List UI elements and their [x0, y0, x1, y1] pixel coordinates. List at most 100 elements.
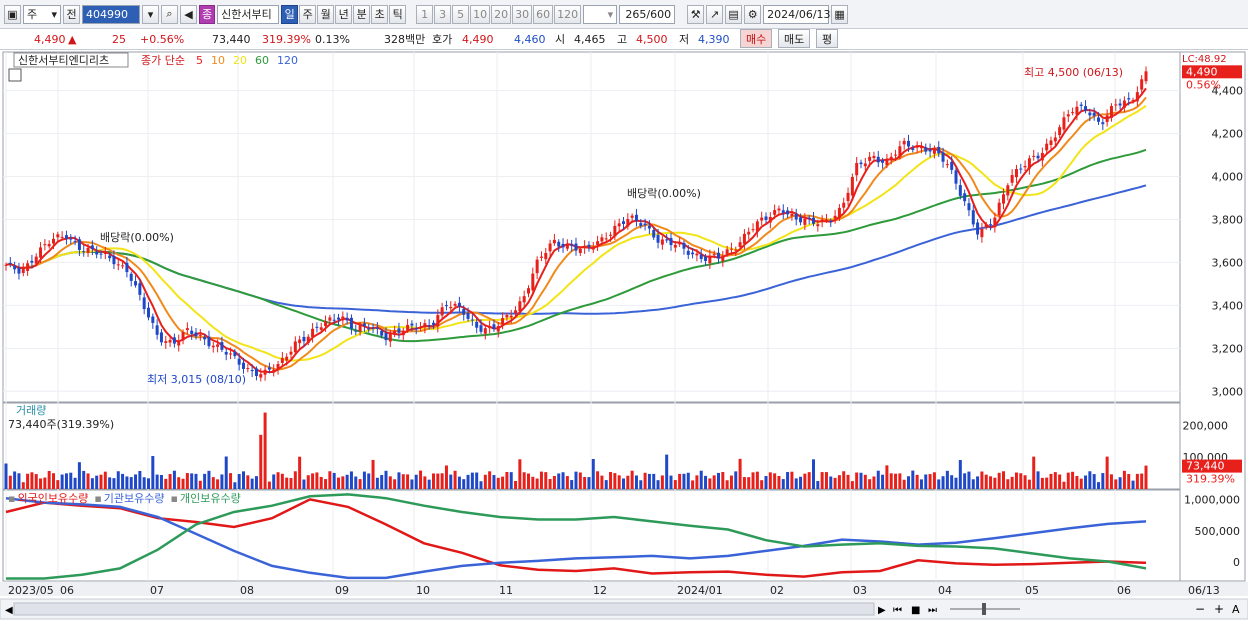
candle-body: [289, 351, 293, 355]
candle-body: [315, 326, 319, 328]
candle-body: [609, 234, 613, 236]
high-annotation: 최고 4,500 (06/13): [1024, 66, 1123, 79]
period-tab-초[interactable]: 초: [371, 4, 389, 24]
price-tick: 4,000: [1212, 171, 1244, 184]
auto-scale-icon[interactable]: A: [1232, 603, 1240, 616]
scrollbar-thumb[interactable]: [13, 602, 875, 616]
candle-body: [764, 216, 768, 220]
forward-icon[interactable]: ⏭: [928, 605, 937, 616]
avg-button[interactable]: 평: [816, 29, 839, 48]
volume-bar: [552, 475, 556, 489]
candle-body: [410, 323, 414, 326]
price-tick: 3,800: [1212, 213, 1244, 226]
code-input[interactable]: 404990: [82, 4, 140, 24]
volume-bar: [1140, 473, 1144, 489]
candle-body: [518, 301, 522, 312]
period-tab-틱[interactable]: 틱: [389, 4, 407, 24]
volume-bar: [652, 473, 656, 489]
interval-tab-30[interactable]: 30: [512, 4, 533, 24]
low-price: 4,390: [698, 32, 730, 46]
interval-tab-20[interactable]: 20: [491, 4, 512, 24]
stop-icon[interactable]: ■: [911, 605, 920, 616]
interval-tab-10[interactable]: 10: [470, 4, 491, 24]
scroll-right-icon[interactable]: ▶: [878, 605, 886, 616]
rewind-icon[interactable]: ⏮: [893, 605, 902, 616]
candle-body: [319, 327, 323, 330]
candle-body: [1053, 137, 1057, 142]
volume-title: 거래량: [16, 404, 46, 417]
volume-bar: [678, 473, 682, 489]
candle-body: [8, 262, 12, 264]
volume-bar: [492, 475, 496, 489]
save-icon[interactable]: ▤: [725, 4, 743, 24]
gear-icon[interactable]: ⚙: [744, 4, 762, 24]
volume-bar: [246, 475, 250, 489]
volume-bar: [807, 472, 811, 489]
period-tab-일[interactable]: 일: [281, 4, 299, 24]
candle-body: [773, 210, 777, 215]
candle-body: [1114, 104, 1118, 106]
volume-bar: [298, 456, 302, 489]
period-unit-label: 주: [27, 8, 38, 21]
legend-ma-20: 20: [233, 54, 247, 67]
candle-body: [932, 147, 936, 154]
search-icon[interactable]: ⌕: [161, 4, 178, 24]
foreign-holding-line: [5, 498, 1147, 578]
window-icon[interactable]: ▣: [4, 4, 21, 24]
volume-bar: [259, 434, 263, 489]
chart-type-icon[interactable]: ↗: [706, 4, 724, 24]
sell-button[interactable]: 매도: [778, 29, 811, 48]
candle-body: [64, 235, 68, 239]
volume-bar: [164, 478, 168, 489]
candle-body: [496, 325, 500, 332]
candle-body: [99, 253, 103, 255]
zoom-out-icon[interactable]: −: [1195, 602, 1205, 616]
prev-button[interactable]: 전: [63, 4, 80, 24]
volume-bar: [786, 472, 790, 489]
x-tick: 10: [416, 584, 430, 597]
candle-body: [220, 342, 224, 350]
speaker-icon[interactable]: ◀: [180, 4, 197, 24]
period-tab-월[interactable]: 월: [317, 4, 335, 24]
zoom-slider-handle[interactable]: [982, 603, 986, 615]
indicator-icon[interactable]: [8, 68, 22, 82]
interval-tab-1[interactable]: 1: [416, 4, 434, 24]
zoom-in-icon[interactable]: +: [1214, 602, 1224, 616]
candle-body: [1045, 143, 1049, 151]
change: 25: [112, 32, 126, 46]
candle-body: [587, 244, 591, 247]
candle-body: [924, 147, 928, 152]
volume-bar: [1118, 477, 1122, 489]
candle-body: [915, 146, 919, 148]
period-tab-년[interactable]: 년: [335, 4, 353, 24]
volume-bar: [695, 475, 699, 489]
count-input[interactable]: 265/600: [619, 4, 676, 24]
price-tick: 3,400: [1212, 299, 1244, 312]
buy-button[interactable]: 매수: [740, 29, 773, 48]
candle-body: [1144, 71, 1148, 82]
volume-bar: [17, 473, 21, 489]
volume-bar: [384, 470, 388, 489]
interval-select[interactable]: ▾: [583, 4, 618, 24]
volume-bar: [928, 474, 932, 489]
volume-bar: [432, 473, 435, 489]
period-unit-select[interactable]: 주 ▾: [23, 4, 61, 24]
code-dropdown-icon[interactable]: ▾: [142, 4, 159, 24]
interval-tab-5[interactable]: 5: [452, 4, 470, 24]
volume-bar: [254, 476, 258, 489]
interval-tab-120[interactable]: 120: [554, 4, 582, 24]
date-input[interactable]: 2024/06/13: [763, 4, 831, 24]
interval-tab-60[interactable]: 60: [533, 4, 554, 24]
tools-icon[interactable]: ⚒: [687, 4, 705, 24]
candle-body: [1002, 194, 1005, 204]
interval-tab-3[interactable]: 3: [434, 4, 452, 24]
candle-body: [181, 332, 185, 341]
volume-bar: [738, 458, 742, 489]
calendar-icon[interactable]: ▦: [831, 4, 849, 24]
candle-body: [855, 163, 859, 176]
x-tick: 2024/01: [677, 584, 723, 597]
period-tab-주[interactable]: 주: [299, 4, 317, 24]
stock-name: 신한서부티: [217, 4, 280, 24]
scroll-left-icon[interactable]: ◀: [5, 605, 13, 616]
period-tab-분[interactable]: 분: [353, 4, 371, 24]
